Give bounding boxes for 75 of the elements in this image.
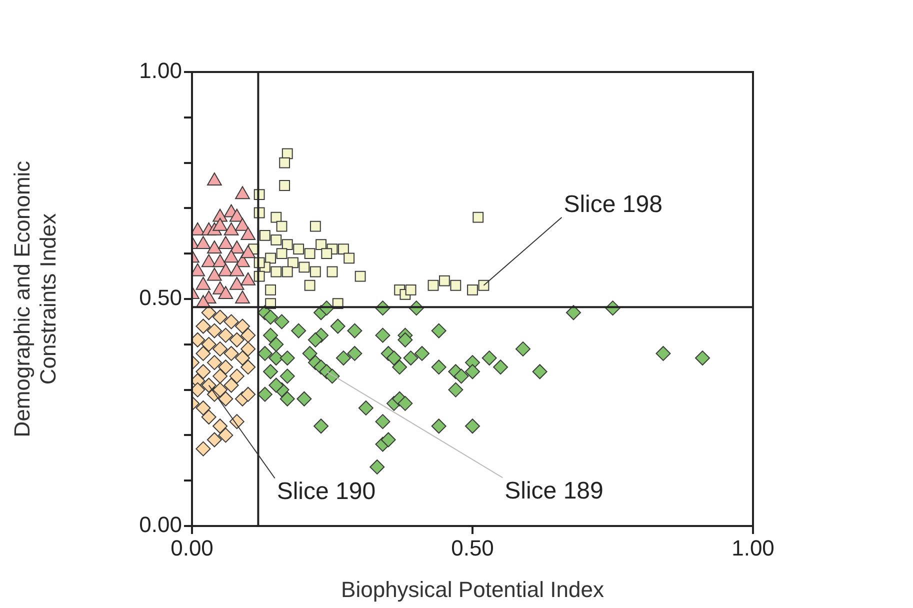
point [201, 410, 216, 425]
point [265, 252, 276, 264]
point [298, 262, 310, 273]
point [240, 386, 256, 402]
point [196, 364, 211, 380]
point [279, 157, 290, 168]
point [304, 248, 316, 260]
point [405, 284, 416, 296]
point [201, 305, 216, 320]
point [478, 280, 490, 291]
point [293, 244, 304, 255]
x-tick-label: 0.50 [451, 535, 494, 560]
point [201, 336, 216, 352]
point [201, 378, 216, 393]
y-tick-label: 0.00 [139, 512, 182, 538]
y-tick-label: 0.50 [139, 285, 182, 310]
point [450, 280, 462, 291]
point [240, 360, 256, 375]
point [218, 328, 234, 343]
point [265, 284, 276, 296]
point [224, 346, 239, 361]
point [212, 368, 228, 384]
point [234, 318, 250, 334]
point [288, 257, 298, 268]
point [196, 318, 211, 334]
point [196, 346, 211, 361]
point [206, 355, 222, 370]
annotation: Slice 198 [564, 191, 662, 218]
point [354, 270, 366, 282]
point [282, 266, 293, 278]
point [229, 332, 244, 348]
point [234, 350, 250, 366]
point [338, 244, 349, 255]
point [218, 360, 234, 375]
y-axis-title: Demographic and Economic Constraints Index [9, 160, 61, 438]
point [196, 400, 211, 416]
x-tick-label: 0.00 [170, 535, 214, 560]
point [224, 378, 239, 393]
point [259, 230, 270, 241]
point [270, 212, 282, 223]
point [467, 284, 478, 296]
point [310, 220, 321, 232]
x-axis-title: Biophysical Potential Index [341, 576, 604, 602]
annotation: Slice 190 [276, 478, 376, 505]
point [212, 418, 228, 434]
point [229, 368, 244, 384]
point [428, 280, 439, 291]
point [218, 391, 234, 406]
point [212, 310, 228, 325]
point [321, 248, 332, 260]
point [326, 266, 338, 278]
point [276, 248, 288, 260]
point [316, 239, 326, 250]
point [212, 341, 228, 356]
point [472, 212, 484, 223]
point [270, 234, 282, 246]
point [240, 341, 256, 356]
x-tick-label: 1.00 [732, 535, 774, 560]
y-tick-label: 1.00 [139, 58, 182, 84]
point [218, 428, 234, 443]
point [310, 266, 321, 278]
point [439, 275, 450, 286]
point [344, 252, 355, 264]
point [279, 180, 290, 191]
point [206, 432, 222, 448]
annotation: Slice 189 [504, 477, 604, 504]
point [304, 280, 316, 291]
point [276, 220, 288, 232]
point [270, 266, 282, 278]
point [282, 239, 293, 250]
point [196, 441, 211, 456]
point [240, 328, 256, 343]
point [224, 314, 239, 330]
point [206, 323, 222, 338]
point [212, 382, 228, 398]
